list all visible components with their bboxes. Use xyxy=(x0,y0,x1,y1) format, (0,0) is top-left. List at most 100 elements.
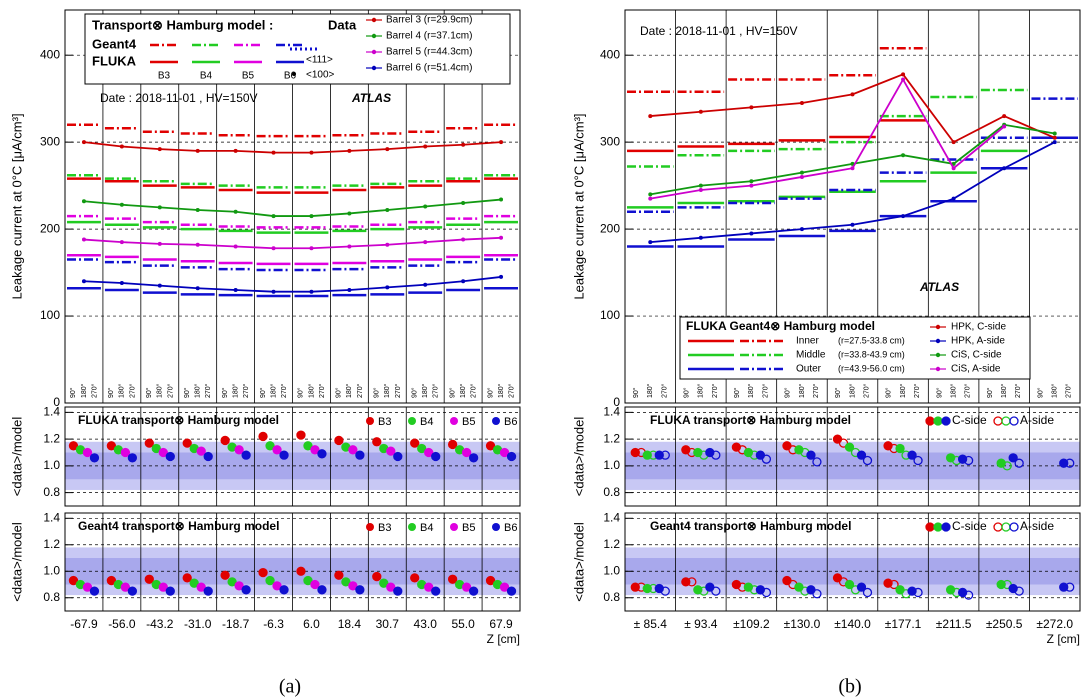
x-tick-label: -31.0 xyxy=(184,617,212,631)
phi-label: 90° xyxy=(1036,387,1044,398)
y-tick-label: 1.2 xyxy=(603,537,620,551)
data-point xyxy=(423,240,428,245)
ratio-point xyxy=(196,446,206,456)
phi-label: 180° xyxy=(156,383,164,398)
ratio-point xyxy=(106,575,117,586)
phi-label: 270° xyxy=(242,383,250,398)
ratio-point xyxy=(158,582,168,592)
phi-label: 270° xyxy=(660,383,668,398)
legend-title: FLUKA Geant4⊗ Hamburg model xyxy=(686,319,875,333)
phi-label: 90° xyxy=(632,387,640,398)
ratio-point xyxy=(506,451,517,462)
y-tick-label: 0.8 xyxy=(603,485,620,499)
x-tick-label: ±272.0 xyxy=(1036,617,1073,631)
data-point xyxy=(901,77,906,82)
ratio-point xyxy=(410,438,420,448)
ratio-point xyxy=(265,575,275,586)
ratio-point xyxy=(127,586,138,596)
data-point xyxy=(698,183,703,188)
ratio-point xyxy=(234,445,244,455)
ratio-point xyxy=(348,445,358,455)
data-point xyxy=(195,286,200,291)
phi-label: 90° xyxy=(834,387,842,398)
phi-label: 270° xyxy=(128,383,136,398)
ratio-point xyxy=(189,578,199,588)
ratio-point xyxy=(303,441,313,451)
phi-label: 180° xyxy=(1051,383,1059,398)
legend-swatch xyxy=(492,417,500,425)
data-point xyxy=(951,166,956,171)
data-point xyxy=(648,240,653,245)
ratio-point xyxy=(265,441,275,451)
phi-label: 180° xyxy=(231,383,239,398)
ratio-point xyxy=(220,435,230,446)
phi-label: 90° xyxy=(145,387,153,398)
data-point xyxy=(698,109,703,114)
x-tick-label: -43.2 xyxy=(146,617,174,631)
legend-title: FLUKA transport⊗ Hamburg model xyxy=(650,413,851,427)
data-point xyxy=(901,72,906,77)
ratio-point xyxy=(82,582,93,592)
legend-swatch xyxy=(935,352,941,358)
ratio-point xyxy=(106,441,117,451)
data-line xyxy=(83,141,502,154)
legend-label: <100> xyxy=(306,70,335,81)
legend-label: Barrel 5 (r=44.3cm) xyxy=(386,47,472,58)
phi-label: 270° xyxy=(470,383,478,398)
legend-swatch xyxy=(408,523,416,531)
data-point xyxy=(195,242,200,247)
legend-swatch xyxy=(925,416,935,426)
legend-label: B6 xyxy=(284,71,297,82)
data-point xyxy=(119,281,124,286)
x-tick-label: ±130.0 xyxy=(784,617,821,631)
x-tick-label: ±140.0 xyxy=(834,617,871,631)
phi-label: 90° xyxy=(373,387,381,398)
ratio-point xyxy=(144,438,154,448)
ratio-point xyxy=(89,453,100,463)
y-tick-label: 1.0 xyxy=(43,563,60,577)
ratio-point xyxy=(812,457,822,467)
ratio-point xyxy=(856,450,867,460)
data-point xyxy=(499,235,504,240)
legend-title: Transport⊗ Hamburg model : xyxy=(92,17,273,32)
legend-swatch xyxy=(450,523,458,531)
ratio-point xyxy=(386,446,396,456)
legend-title: Geant4 transport⊗ Hamburg model xyxy=(78,519,279,533)
data-point xyxy=(799,170,804,175)
legend-swatch xyxy=(935,366,941,372)
phi-label: 270° xyxy=(812,383,820,398)
phi-label: 90° xyxy=(986,387,994,398)
x-tick-label: -67.9 xyxy=(70,617,98,631)
ratio-point xyxy=(317,585,327,595)
ratio-point xyxy=(386,582,396,592)
ratio-point xyxy=(165,586,175,596)
plot-frame xyxy=(624,512,1081,612)
caption: (b) xyxy=(838,676,861,698)
ratio-point xyxy=(120,447,131,458)
data-line xyxy=(83,236,502,250)
data-point xyxy=(648,196,653,201)
data-point xyxy=(749,183,754,188)
x-tick-label: 67.9 xyxy=(489,617,513,631)
ratio-point xyxy=(410,573,420,583)
phi-label: 180° xyxy=(383,383,391,398)
x-tick-label: ±250.5 xyxy=(986,617,1023,631)
y-tick-label: 1.2 xyxy=(43,537,60,551)
data-point xyxy=(499,274,504,279)
legend-label: B4 xyxy=(420,522,433,534)
ratio-point xyxy=(761,587,772,598)
ratio-point xyxy=(660,586,670,596)
ratio-point xyxy=(258,567,268,578)
ratio-point xyxy=(393,586,403,596)
ratio-point xyxy=(258,431,268,442)
legend-label: B4 xyxy=(200,71,213,82)
ratio-point xyxy=(913,455,923,466)
ratio-point xyxy=(151,443,161,454)
phi-label: 180° xyxy=(459,383,467,398)
phi-label: 180° xyxy=(307,383,315,398)
ratio-point xyxy=(182,438,192,448)
data-point xyxy=(233,287,238,292)
phi-label: 270° xyxy=(964,383,972,398)
data-point xyxy=(119,240,124,245)
